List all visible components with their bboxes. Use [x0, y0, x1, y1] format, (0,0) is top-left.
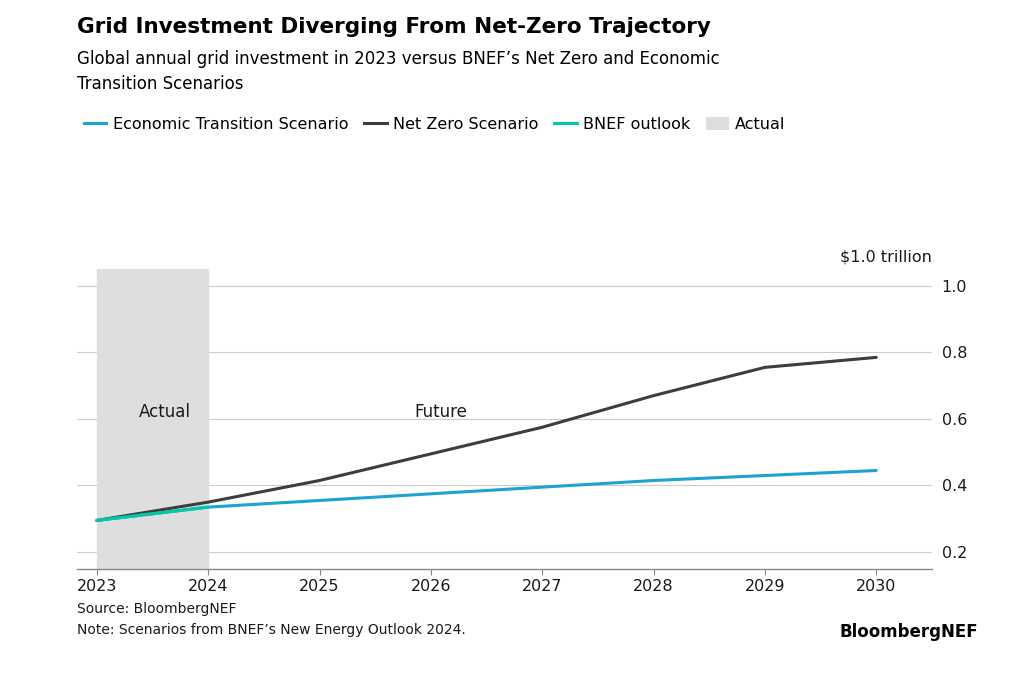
Legend: Economic Transition Scenario, Net Zero Scenario, BNEF outlook, Actual: Economic Transition Scenario, Net Zero S… — [84, 117, 785, 132]
Text: Note: Scenarios from BNEF’s New Energy Outlook 2024.: Note: Scenarios from BNEF’s New Energy O… — [77, 623, 466, 637]
Text: Source: BloombergNEF: Source: BloombergNEF — [77, 602, 237, 616]
Text: Actual: Actual — [139, 403, 191, 421]
Bar — [97, 269, 208, 569]
Text: Grid Investment Diverging From Net-Zero Trajectory: Grid Investment Diverging From Net-Zero … — [77, 17, 711, 37]
Text: Global annual grid investment in 2023 versus BNEF’s Net Zero and Economic
Transi: Global annual grid investment in 2023 ve… — [77, 50, 720, 93]
Text: Future: Future — [414, 403, 467, 421]
Text: BloombergNEF: BloombergNEF — [840, 623, 978, 641]
Text: $1.0 trillion: $1.0 trillion — [840, 250, 932, 264]
